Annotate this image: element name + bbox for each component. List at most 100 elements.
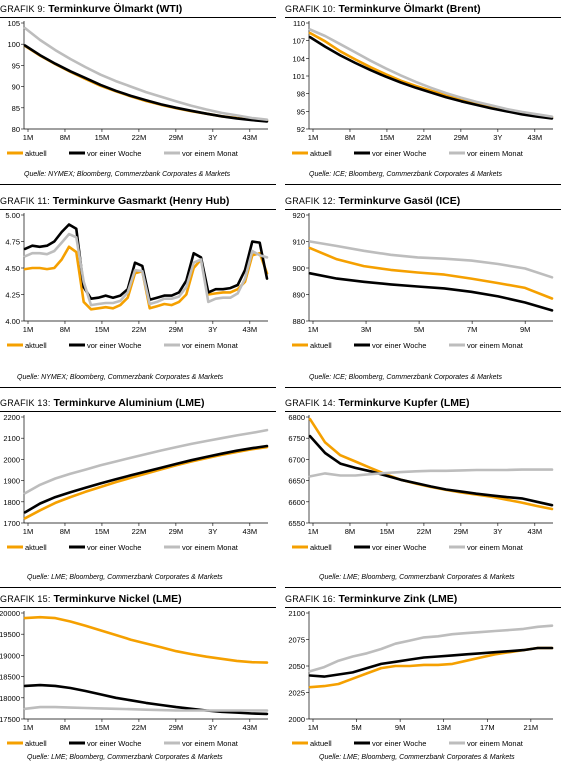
y-tick-label: 6800 — [288, 413, 305, 422]
legend-label-woche: vor einer Woche — [372, 739, 426, 748]
x-tick-label: 1M — [308, 527, 318, 536]
legend-label-aktuell: aktuell — [310, 543, 332, 552]
chart-title-text: Terminkurve Aluminium (LME) — [53, 397, 205, 409]
y-tick-label: 19000 — [0, 651, 20, 660]
series-line-monat — [308, 624, 554, 673]
x-tick-label: 8M — [345, 133, 355, 142]
y-tick-label: 98 — [297, 90, 305, 99]
chart-title-prefix: GRAFIK 13: — [0, 398, 51, 408]
legend-label-aktuell: aktuell — [310, 739, 332, 748]
x-tick-label: 8M — [345, 527, 355, 536]
series-line-woche — [308, 272, 554, 312]
y-tick-label: 101 — [292, 72, 305, 81]
chart-title-text: Terminkurve Nickel (LME) — [53, 593, 182, 605]
y-tick-label: 890 — [292, 291, 305, 300]
source-note: Quelle: LME; Bloomberg, Commerzbank Corp… — [319, 754, 515, 761]
legend-label-aktuell: aktuell — [310, 341, 332, 350]
y-tick-label: 4.00 — [5, 317, 20, 326]
source-note: Quelle: LME; Bloomberg, Commerzbank Corp… — [27, 574, 223, 581]
chart-title-text: Terminkurve Zink (LME) — [338, 593, 458, 605]
y-tick-label: 105 — [7, 19, 20, 28]
x-tick-label: 3Y — [208, 133, 217, 142]
x-tick-label: 22M — [132, 325, 147, 334]
x-tick-label: 15M — [95, 723, 110, 732]
chart-title: GRAFIK 10: Terminkurve Ölmarkt (Brent) — [285, 3, 561, 16]
y-tick-label: 92 — [297, 125, 305, 134]
x-tick-label: 9M — [395, 723, 405, 732]
y-tick-label: 2100 — [288, 609, 305, 618]
chart-title-prefix: GRAFIK 9: — [0, 4, 46, 14]
chart-title: GRAFIK 13: Terminkurve Aluminium (LME) — [0, 397, 276, 410]
legend-label-monat: vor einem Monat — [467, 543, 524, 552]
y-tick-label: 2100 — [3, 434, 20, 443]
x-tick-label: 1M — [23, 527, 33, 536]
series-line-aktuell — [308, 31, 554, 119]
x-tick-label: 43M — [243, 325, 258, 334]
x-tick-label: 13M — [436, 723, 451, 732]
title-rule — [285, 411, 561, 412]
x-tick-label: 29M — [169, 133, 184, 142]
x-tick-label: 29M — [169, 325, 184, 334]
series-line-aktuell — [308, 246, 554, 300]
chart-title-prefix: GRAFIK 14: — [285, 398, 336, 408]
x-tick-label: 17M — [480, 723, 495, 732]
x-tick-label: 43M — [243, 527, 258, 536]
y-tick-label: 6700 — [288, 455, 305, 464]
chart-title-text: Terminkurve Gasmarkt (Henry Hub) — [52, 195, 230, 207]
series-line-aktuell — [23, 615, 269, 664]
x-tick-label: 15M — [380, 527, 395, 536]
series-line-woche — [23, 44, 269, 123]
y-tick-label: 2200 — [3, 413, 20, 422]
y-tick-label: 1700 — [3, 519, 20, 528]
title-rule — [285, 209, 561, 210]
source-note: Quelle: NYMEX; Bloomberg, Commerzbank Co… — [24, 171, 231, 178]
source-note: Quelle: LME; Bloomberg, Commerzbank Corp… — [27, 754, 223, 761]
y-tick-label: 2000 — [3, 455, 20, 464]
y-tick-label: 920 — [292, 211, 305, 220]
legend-label-woche: vor einer Woche — [372, 341, 426, 350]
y-tick-label: 17500 — [0, 715, 20, 724]
chart-panel-brent: GRAFIK 10: Terminkurve Ölmarkt (Brent) 9… — [285, 3, 561, 193]
chart-title: GRAFIK 14: Terminkurve Kupfer (LME) — [285, 397, 561, 410]
series-line-aktuell — [308, 646, 554, 689]
x-tick-label: 29M — [169, 527, 184, 536]
chart-panel-henry-hub: GRAFIK 11: Terminkurve Gasmarkt (Henry H… — [0, 195, 276, 385]
y-tick-label: 19500 — [0, 630, 20, 639]
title-rule — [0, 607, 276, 608]
chart-title: GRAFIK 15: Terminkurve Nickel (LME) — [0, 593, 276, 606]
chart-title-prefix: GRAFIK 10: — [285, 4, 336, 14]
chart-title-prefix: GRAFIK 12: — [285, 196, 336, 206]
x-tick-label: 15M — [95, 527, 110, 536]
x-tick-label: 43M — [528, 133, 543, 142]
y-tick-label: 900 — [292, 264, 305, 273]
x-tick-label: 3Y — [208, 527, 217, 536]
series-line-monat — [23, 705, 269, 712]
series-line-woche — [308, 646, 554, 678]
x-tick-label: 1M — [23, 723, 33, 732]
y-tick-label: 910 — [292, 238, 305, 247]
title-rule — [285, 607, 561, 608]
chart-title: GRAFIK 12: Terminkurve Gasöl (ICE) — [285, 195, 561, 208]
y-tick-label: 6750 — [288, 434, 305, 443]
y-tick-label: 90 — [12, 83, 20, 92]
x-tick-label: 3Y — [493, 133, 502, 142]
y-tick-label: 107 — [292, 37, 305, 46]
series-line-monat — [23, 428, 269, 495]
series-line-monat — [23, 232, 269, 307]
chart-henry-hub: 4.00 4.25 4.50 4.75 5.00 1M 8M 15M 22M 29M 3Y 43M ak… — [5, 211, 269, 350]
y-tick-label: 4.25 — [5, 291, 20, 300]
series-line-monat — [23, 26, 269, 121]
y-tick-label: 1900 — [3, 477, 20, 486]
source-note: Quelle: LME; Bloomberg, Commerzbank Corp… — [319, 574, 515, 581]
x-tick-label: 43M — [243, 723, 258, 732]
chart-brent: 92 95 98 101 104 107 110 1M 8M 15M 22M 29M 3Y 43M aktu… — [292, 19, 554, 158]
x-tick-label: 29M — [454, 133, 469, 142]
chart-kupfer: 6550 6600 6650 6700 6750 6800 1M 8M 15M 22M 29M 3Y 4… — [288, 413, 554, 552]
y-tick-label: 110 — [293, 19, 305, 28]
y-tick-label: 80 — [12, 125, 20, 134]
y-tick-label: 2050 — [288, 662, 305, 671]
y-tick-label: 2075 — [288, 636, 305, 645]
y-tick-label: 100 — [7, 40, 20, 49]
legend-label-monat: vor einem Monat — [182, 543, 239, 552]
legend-label-woche: vor einer Woche — [372, 149, 426, 158]
